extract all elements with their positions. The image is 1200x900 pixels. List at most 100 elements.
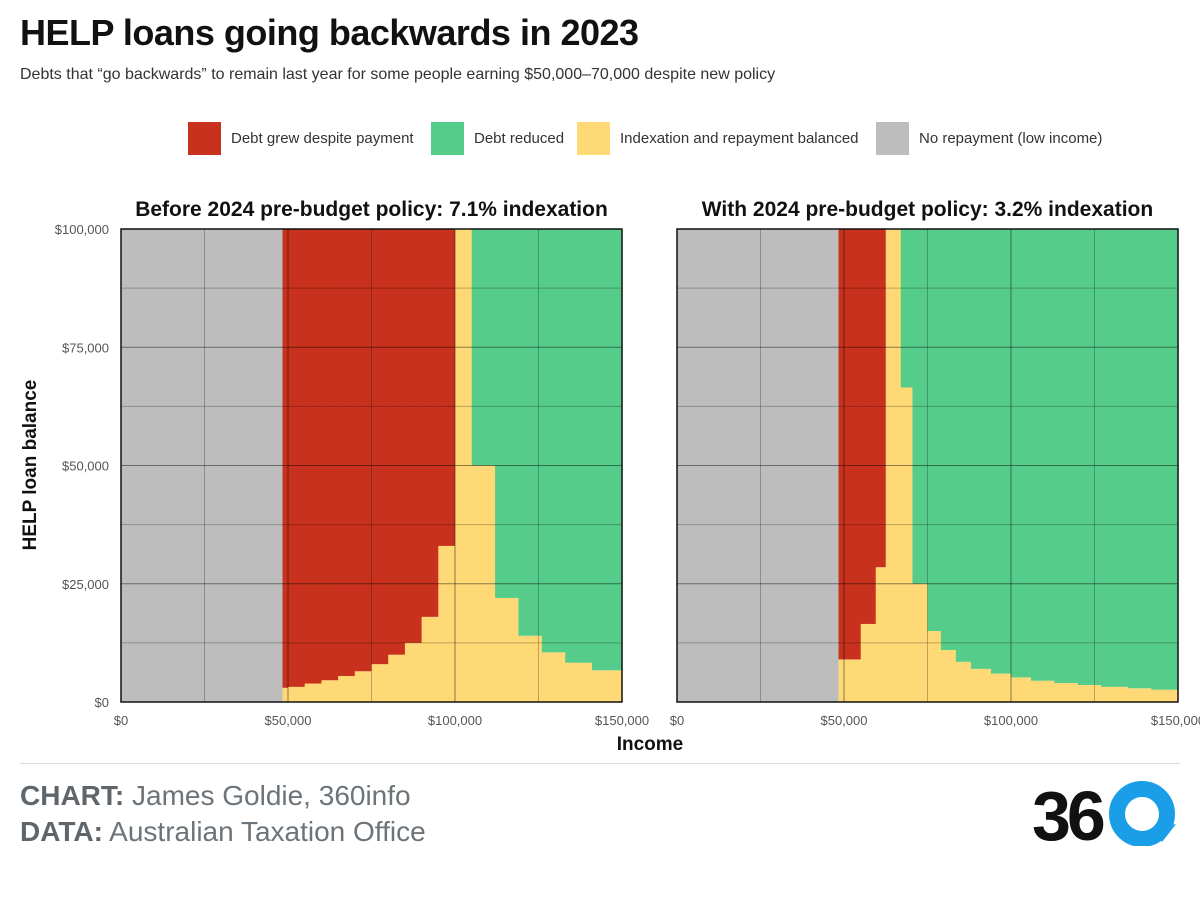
balanced-cell (518, 635, 543, 702)
balanced-cell (438, 545, 456, 702)
debt-reduced-cell (1054, 229, 1079, 684)
x-axis-label: Income (617, 734, 684, 755)
debt-grew-cell (304, 229, 322, 684)
chart-title: HELP loans going backwards in 2023 (20, 12, 639, 53)
balanced-cell (404, 642, 423, 702)
balanced-cell (955, 661, 972, 702)
balanced-cell (1031, 680, 1056, 702)
x-tick-label: $0 (670, 713, 684, 728)
balanced-cell (282, 687, 289, 702)
legend-label-reduced: Debt reduced (474, 130, 565, 147)
balanced-cell (495, 597, 520, 702)
debt-grew-cell (438, 229, 456, 546)
legend-label-balanced: Indexation and repayment balanced (620, 130, 859, 147)
legend-swatch-grew (188, 122, 221, 155)
balanced-cell (927, 631, 942, 702)
debt-grew-cell (421, 229, 439, 617)
balanced-cell (371, 664, 389, 702)
debt-reduced-cell (541, 229, 566, 653)
debt-reduced-cell (955, 229, 972, 662)
x-tick-label: $100,000 (428, 713, 482, 728)
debt-grew-cell (875, 229, 887, 568)
x-tick-label: $100,000 (984, 713, 1038, 728)
balanced-cell (900, 387, 914, 702)
debt-grew-cell (860, 229, 877, 624)
balanced-cell (1127, 688, 1152, 702)
debt-reduced-cell (1011, 229, 1032, 678)
panel-title-1: Before 2024 pre-budget policy: 7.1% inde… (135, 198, 608, 221)
data-credit: DATA: Australian Taxation Office (20, 816, 426, 848)
debt-grew-cell (838, 229, 862, 660)
debt-grew-cell (404, 229, 423, 643)
balanced-cell (1011, 677, 1032, 702)
balanced-cell (1101, 686, 1129, 702)
debt-reduced-cell (927, 229, 942, 632)
debt-grew-cell (371, 229, 389, 665)
balanced-cell (875, 567, 887, 702)
panel-frame-1 (120, 228, 623, 703)
legend-swatch-no-repayment (876, 122, 909, 155)
balanced-cell (541, 652, 566, 702)
debt-reduced-cell (1031, 229, 1056, 681)
debt-reduced-cell (565, 229, 593, 663)
debt-reduced-cell (471, 229, 496, 466)
balanced-cell (838, 659, 862, 702)
balanced-cell (1151, 689, 1179, 702)
balanced-cell (288, 686, 306, 702)
y-tick-label: $100,000 (55, 222, 109, 237)
debt-reduced-cell (518, 229, 543, 636)
x-tick-label: $150,000 (1151, 713, 1200, 728)
balanced-cell (940, 649, 957, 702)
balanced-cell (860, 623, 877, 702)
balanced-cell (885, 229, 902, 702)
y-tick-label: $0 (95, 695, 109, 710)
balanced-cell (970, 668, 992, 702)
debt-grew-cell (338, 229, 356, 676)
legend-swatch-reduced (431, 122, 464, 155)
balanced-cell (591, 670, 623, 702)
balanced-cell (338, 675, 356, 702)
balanced-cell (990, 673, 1012, 702)
y-tick-label: $25,000 (62, 577, 109, 592)
y-axis-label: HELP loan balance (20, 380, 41, 551)
legend-label-grew: Debt grew despite payment (231, 130, 414, 147)
legend: Debt grew despite payment Debt reduced I… (0, 122, 1200, 156)
balanced-cell (565, 662, 593, 702)
data-credit-text: Australian Taxation Office (109, 816, 426, 847)
logo-360: 36 (1032, 780, 1176, 846)
debt-reduced-cell (1127, 229, 1152, 689)
heatmap-chart: Before 2024 pre-budget policy: 7.1% inde… (20, 198, 1200, 755)
data-credit-label: DATA: (20, 816, 103, 847)
no-repayment-region (121, 229, 283, 702)
balanced-cell (321, 680, 339, 702)
debt-reduced-cell (900, 229, 914, 388)
balanced-cell (1077, 684, 1102, 702)
debt-reduced-cell (1151, 229, 1179, 690)
logo-ring-icon (1109, 781, 1175, 846)
debt-grew-cell (288, 229, 306, 687)
debt-grew-cell (282, 229, 289, 688)
debt-reduced-cell (940, 229, 957, 650)
debt-reduced-cell (1077, 229, 1102, 685)
y-tick-label: $75,000 (62, 340, 109, 355)
x-tick-label: $150,000 (595, 713, 649, 728)
chart-credit: CHART: James Goldie, 360info (20, 780, 411, 812)
debt-reduced-cell (970, 229, 992, 669)
y-tick-label: $50,000 (62, 459, 109, 474)
panel-title-2: With 2024 pre-budget policy: 3.2% indexa… (702, 198, 1153, 221)
balanced-cell (471, 465, 496, 702)
x-tick-label: $50,000 (821, 713, 868, 728)
chart-subtitle: Debts that “go backwards” to remain last… (20, 66, 776, 83)
x-tick-label: $50,000 (265, 713, 312, 728)
chart-credit-label: CHART: (20, 780, 125, 811)
balanced-cell (455, 229, 473, 702)
balanced-cell (354, 671, 373, 702)
debt-reduced-cell (912, 229, 929, 584)
footer-divider (20, 763, 1180, 764)
no-repayment-region (677, 229, 839, 702)
balanced-cell (304, 683, 322, 702)
balanced-cell (388, 654, 406, 702)
debt-grew-cell (388, 229, 406, 655)
panel-frame-2 (676, 228, 1179, 703)
debt-grew-cell (354, 229, 373, 672)
